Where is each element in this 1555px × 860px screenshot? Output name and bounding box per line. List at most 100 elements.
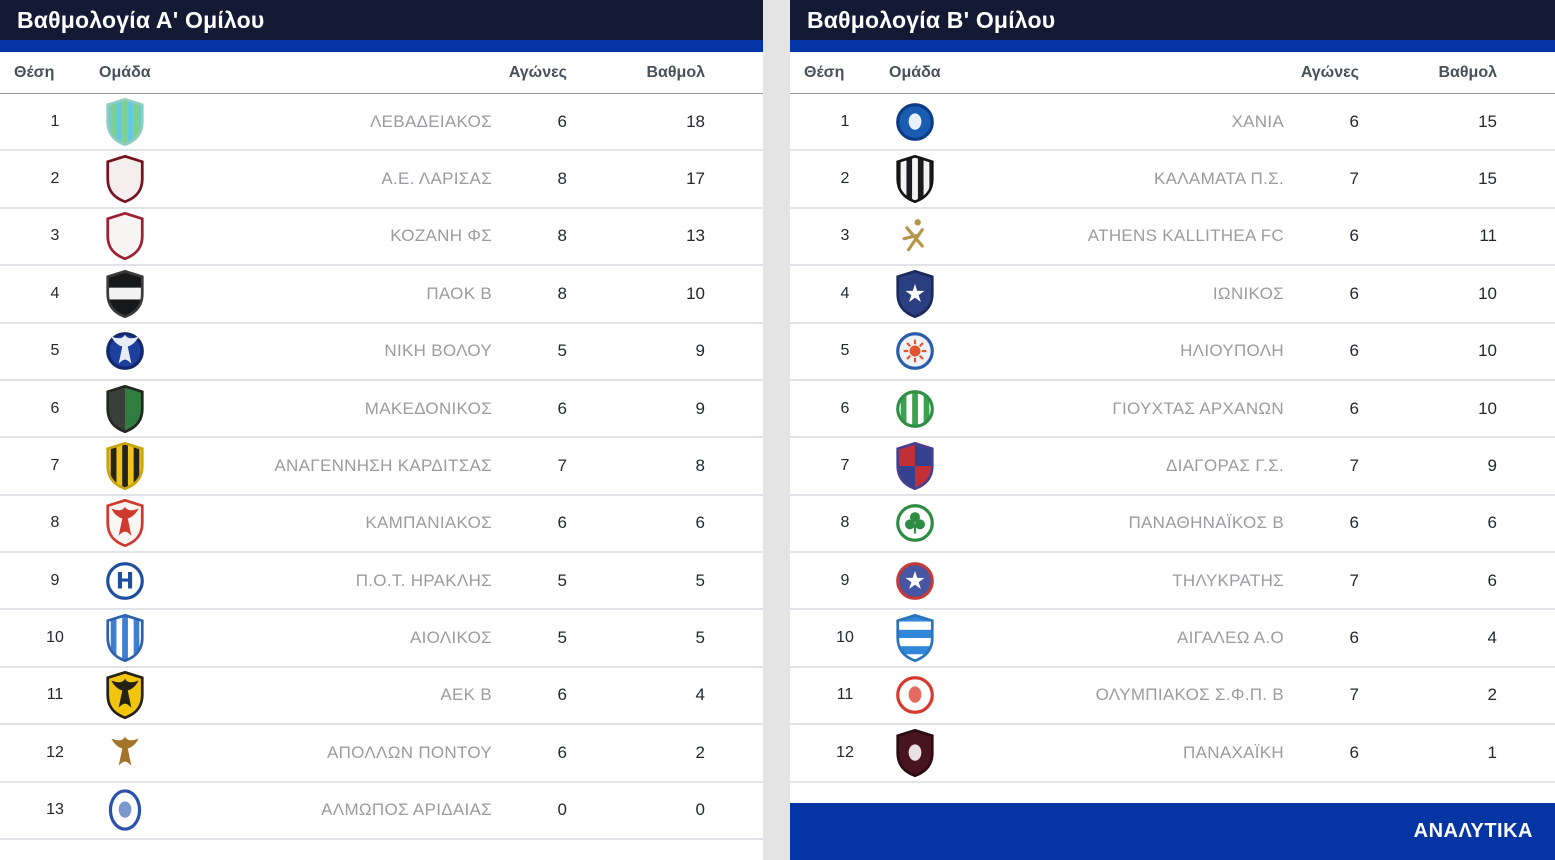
kampaniakos-crest [105, 498, 145, 548]
team-logo [880, 556, 950, 606]
team-name: ΛΕΒΑΔΕΙΑΚΟΣ [370, 111, 492, 131]
aek-crest [105, 670, 145, 720]
table-row[interactable]: 4 ΙΩΝΙΚΟΣ 6 10 [790, 266, 1555, 324]
team-logo [90, 326, 160, 376]
aigaleo-crest [895, 613, 935, 663]
team-name: ΑΕΚ Β [440, 685, 492, 705]
table-row[interactable]: 8 ΠΑΝΑΘΗΝΑΪΚΟΣ Β 6 6 [790, 495, 1555, 553]
table-row[interactable]: 13 ΑΛΜΩΠΟΣ ΑΡΙΔΑΙΑΣ 0 0 [0, 782, 763, 840]
position: 7 [50, 456, 60, 474]
group-b-accent-stripe [790, 40, 1555, 52]
position: 13 [46, 801, 64, 819]
table-row[interactable]: 1 ΛΕΒΑΔΕΙΑΚΟΣ 6 18 [0, 94, 763, 152]
table-row[interactable]: 4 ΠΑΟΚ Β 8 10 [0, 266, 763, 324]
position: 10 [836, 629, 854, 647]
team-logo [90, 498, 160, 548]
position: 4 [50, 284, 60, 302]
panathinaikos-crest [895, 498, 935, 548]
team-name: ΑΙΓΑΛΕΩ Α.Ο [1177, 628, 1284, 648]
points-count: 15 [1478, 111, 1497, 131]
table-row[interactable]: 1 ΧΑΝΙΑ 6 15 [790, 94, 1555, 152]
table-row[interactable]: 10 ΑΙΓΑΛΕΩ Α.Ο 6 4 [790, 610, 1555, 668]
table-row[interactable]: 11 ΑΕΚ Β 6 4 [0, 667, 763, 726]
column-header-points: Βαθμολ [1438, 63, 1498, 81]
levadiakos-crest [105, 97, 145, 147]
games-count: 6 [1349, 226, 1359, 246]
svg-text:H: H [116, 569, 134, 594]
position: 2 [840, 170, 850, 188]
points-count: 4 [1487, 628, 1497, 648]
team-name: ΜΑΚΕΔΟΝΙΚΟΣ [364, 398, 492, 418]
games-count: 5 [557, 341, 567, 361]
table-row[interactable]: 2 ΚΑΛΑΜΑΤΑ Π.Σ. 7 15 [790, 151, 1555, 209]
team-name: ΧΑΝΙΑ [1231, 111, 1284, 131]
games-count: 5 [557, 570, 567, 590]
kozani-crest [105, 211, 145, 261]
points-count: 10 [1478, 341, 1497, 361]
position: 5 [50, 342, 60, 360]
table-row[interactable]: 8 ΚΑΜΠΑΝΙΑΚΟΣ 6 6 [0, 495, 763, 553]
table-row[interactable]: 6 ΓΙΟΥΧΤΑΣ ΑΡΧΑΝΩΝ 6 10 [790, 380, 1555, 439]
points-count: 4 [695, 685, 705, 705]
column-header-team: Ομάδα [889, 63, 941, 81]
table-row[interactable]: 12 ΑΠΟΛΛΩΝ ΠΟΝΤΟΥ 6 2 [0, 725, 763, 783]
group-b-column-header: Θέση Ομάδα Αγώνες Βαθμολ [790, 52, 1555, 94]
table-row[interactable]: 7 ΑΝΑΓΕΝΝΗΣΗ ΚΑΡΔΙΤΣΑΣ 7 8 [0, 438, 763, 496]
group-a-rows: 1 ΛΕΒΑΔΕΙΑΚΟΣ 6 18 2 Α.Ε. ΛΑΡΙΣΑΣ 8 17 3… [0, 94, 763, 840]
team-logo [90, 670, 160, 720]
points-count: 18 [686, 111, 705, 131]
position: 9 [50, 571, 60, 589]
position: 7 [840, 456, 850, 474]
team-logo [880, 384, 950, 434]
points-count: 6 [1487, 570, 1497, 590]
panel-divider [763, 0, 790, 860]
team-name: ΚΟΖΑΝΗ ΦΣ [390, 226, 492, 246]
position: 4 [840, 284, 850, 302]
games-count: 7 [557, 455, 567, 475]
table-row[interactable]: 9 H Π.Ο.Τ. ΗΡΑΚΛΗΣ 5 5 [0, 553, 763, 611]
position: 11 [836, 686, 854, 704]
position: 12 [46, 743, 64, 761]
position: 8 [840, 514, 850, 532]
points-count: 2 [1487, 685, 1497, 705]
points-count: 9 [695, 341, 705, 361]
table-row[interactable]: 12 ΠΑΝΑΧΑΪΚΗ 6 1 [790, 725, 1555, 783]
position: 9 [840, 571, 850, 589]
team-name: ΠΑΟΚ Β [426, 283, 492, 303]
ilioupoli-crest [895, 326, 935, 376]
table-row[interactable]: 6 ΜΑΚΕΔΟΝΙΚΟΣ 6 9 [0, 380, 763, 439]
niki-volou-crest [105, 326, 145, 376]
position: 12 [836, 743, 854, 761]
team-name: ΓΙΟΥΧΤΑΣ ΑΡΧΑΝΩΝ [1112, 398, 1284, 418]
team-logo [880, 670, 950, 720]
table-row[interactable]: 5 ΗΛΙΟΥΠΟΛΗ 6 10 [790, 323, 1555, 381]
position: 1 [840, 112, 850, 130]
table-row[interactable]: 3 ΚΟΖΑΝΗ ΦΣ 8 13 [0, 208, 763, 267]
column-header-team: Ομάδα [99, 63, 151, 81]
table-row[interactable]: 11 ΟΛΥΜΠΙΑΚΟΣ Σ.Φ.Π. Β 7 2 [790, 667, 1555, 726]
games-count: 6 [557, 513, 567, 533]
team-logo [90, 154, 160, 204]
games-count: 6 [1349, 341, 1359, 361]
points-count: 6 [1487, 513, 1497, 533]
games-count: 6 [1349, 111, 1359, 131]
table-row[interactable]: 10 ΑΙΟΛΙΚΟΣ 5 5 [0, 610, 763, 668]
team-logo [90, 785, 160, 835]
team-logo [90, 384, 160, 434]
analytika-link[interactable]: ΑΝΑΛΥΤΙΚΑ [1413, 819, 1533, 842]
paok-crest [105, 269, 145, 319]
table-row[interactable]: 9 ΤΗΛΥΚΡΑΤΗΣ 7 6 [790, 553, 1555, 611]
games-count: 5 [557, 628, 567, 648]
games-count: 6 [557, 111, 567, 131]
points-count: 5 [695, 628, 705, 648]
chania-crest [895, 97, 935, 147]
table-row[interactable]: 7 ΔΙΑΓΟΡΑΣ Γ.Σ. 7 9 [790, 438, 1555, 496]
table-row[interactable]: 2 Α.Ε. ΛΑΡΙΣΑΣ 8 17 [0, 151, 763, 209]
team-logo [90, 441, 160, 491]
team-name: Α.Ε. ΛΑΡΙΣΑΣ [381, 169, 492, 189]
table-row[interactable]: 3 ATHENS KALLITHEA FC 6 11 [790, 208, 1555, 267]
table-row[interactable]: 5 ΝΙΚΗ ΒΟΛΟΥ 5 9 [0, 323, 763, 381]
team-logo: H [90, 556, 160, 606]
team-name: ΗΛΙΟΥΠΟΛΗ [1180, 341, 1284, 361]
